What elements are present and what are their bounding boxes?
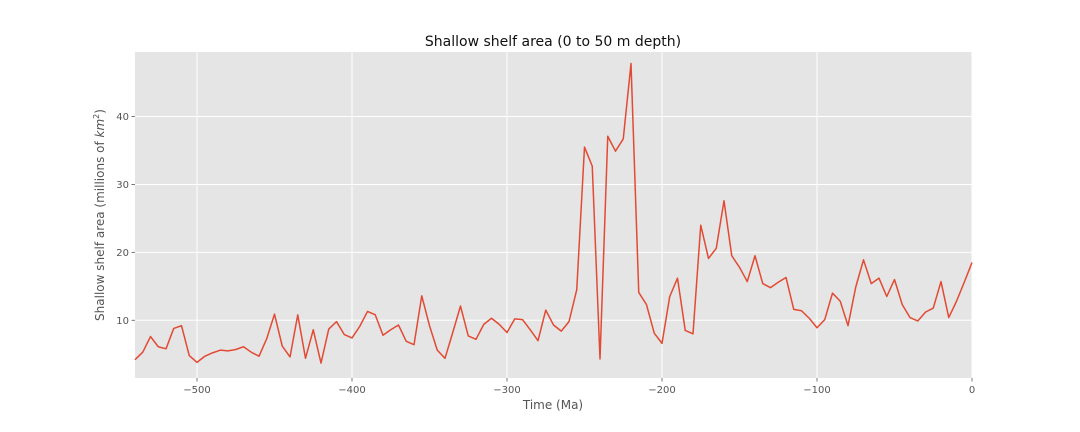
y-tick-label: 40	[116, 112, 129, 123]
y-axis-label-main: Shallow shelf area (millions of	[93, 137, 107, 321]
y-tick-label: 10	[116, 316, 129, 327]
chart-title: Shallow shelf area (0 to 50 m depth)	[425, 34, 681, 50]
y-axis-label-unit: km	[93, 119, 107, 138]
x-tick-label: −100	[803, 385, 830, 396]
y-axis-label-close: )	[93, 109, 107, 114]
y-tick-label: 30	[116, 180, 129, 191]
x-ticks: −500 −400 −300 −200 −100 0	[183, 378, 975, 396]
series-line	[134, 62, 973, 364]
y-axis-label-exponent: 2	[92, 114, 101, 119]
series-layer	[134, 62, 973, 364]
x-tick-label: 0	[969, 385, 975, 396]
x-tick-label: −500	[183, 385, 210, 396]
grid	[135, 52, 973, 378]
x-tick-label: −200	[648, 385, 675, 396]
plot-background	[135, 52, 972, 378]
y-ticks: 10 20 30 40	[116, 112, 135, 327]
x-axis-label: Time (Ma)	[522, 398, 583, 412]
x-tick-label: −300	[493, 385, 520, 396]
y-axis-label: Shallow shelf area (millions of km2)	[92, 109, 107, 321]
y-tick-label: 20	[116, 248, 129, 259]
x-tick-label: −400	[338, 385, 365, 396]
